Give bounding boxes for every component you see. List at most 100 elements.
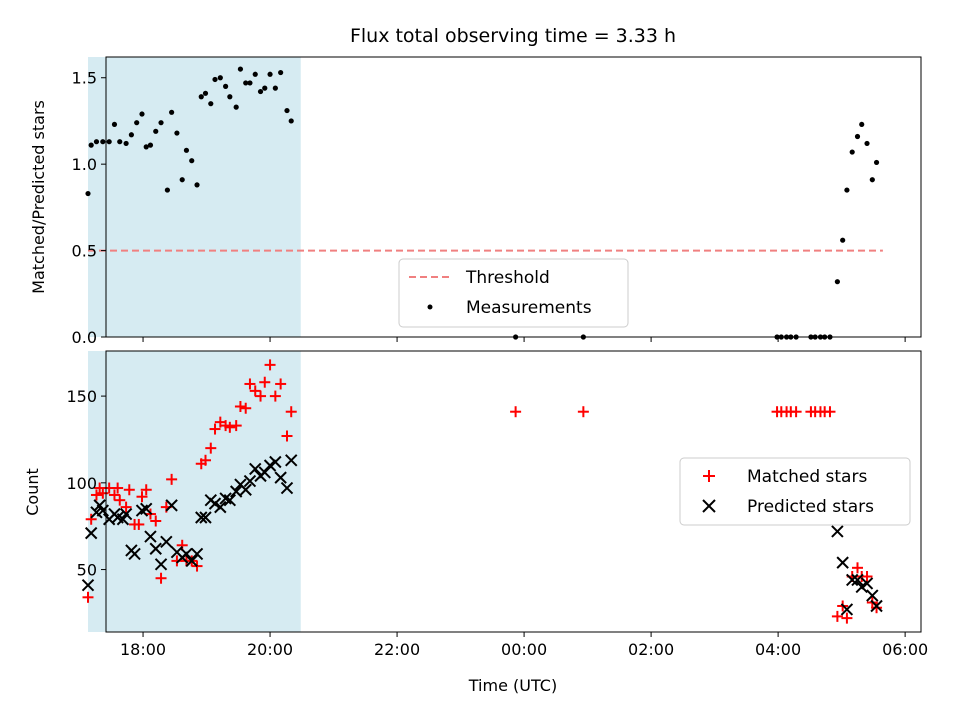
matched-star-point [790, 406, 802, 418]
measurement-point [128, 132, 135, 138]
measurement-point [111, 121, 118, 128]
legend-predicted-label: Predicted stars [747, 497, 874, 517]
matched-star-point [224, 421, 236, 433]
measurement-point [840, 237, 846, 243]
predicted-star-point [190, 547, 204, 561]
matched-star-point [155, 572, 167, 584]
matched-star-point [510, 406, 522, 418]
top-legend-box [398, 258, 629, 328]
predicted-star-point [249, 462, 262, 476]
predicted-star-point [185, 554, 198, 568]
predicted-star-point [81, 578, 95, 592]
bottom-legend-box [679, 457, 911, 526]
matched-star-point [234, 401, 246, 413]
measurement-point [243, 80, 249, 86]
matched-star-point [205, 442, 217, 454]
predicted-star-point [845, 573, 859, 587]
predicted-star-point [239, 483, 252, 496]
predicted-star-point [84, 526, 98, 540]
x-tick-label: 04:00 [755, 640, 801, 659]
predicted-star-point [258, 466, 271, 479]
matched-star-point [209, 423, 221, 435]
x-tick-label: 06:00 [882, 640, 928, 659]
y-tick-label: 0.0 [72, 328, 97, 347]
measurement-point [834, 279, 840, 285]
matched-star-point [255, 390, 267, 402]
predicted-star-point [831, 525, 844, 538]
predicted-star-point [149, 542, 162, 555]
y-tick-label: 150 [66, 387, 97, 406]
top-highlight-span [88, 57, 301, 337]
measurement-point [237, 66, 244, 72]
measurement-point [143, 144, 149, 150]
predicted-star-point [851, 573, 864, 587]
measurement-point [223, 83, 229, 89]
measurement-point [158, 120, 164, 126]
bottom-matched-points [82, 359, 883, 624]
predicted-star-point [154, 558, 168, 571]
matched-star-point [171, 555, 183, 567]
matched-star-point [275, 378, 287, 390]
bottom-y-axis-label: Count [23, 468, 42, 516]
measurement-point [859, 121, 865, 128]
predicted-star-point [144, 530, 157, 543]
bottom-highlight-span [88, 351, 301, 632]
predicted-star-point [269, 455, 282, 469]
predicted-star-point [140, 502, 153, 516]
bottom-legend: Matched stars Predicted stars [679, 457, 911, 526]
measurement-point [262, 85, 268, 91]
measurement-point [179, 177, 185, 183]
measurement-point [139, 111, 145, 117]
x-tick-label: 18:00 [120, 640, 166, 659]
predicted-star-point [199, 511, 212, 524]
measurement-point [854, 133, 861, 140]
matched-star-point [114, 494, 126, 506]
predicted-star-point [165, 499, 178, 512]
predicted-star-point [223, 493, 237, 507]
predicted-star-point [180, 547, 193, 561]
top-y-ticks: 0.0 0.5 1.0 1.5 [72, 69, 106, 347]
measurement-point [88, 142, 94, 148]
predicted-star-point [274, 471, 287, 484]
matched-star-point [841, 612, 853, 624]
measurement-point [278, 69, 284, 76]
matched-star-point [199, 454, 211, 466]
y-tick-label: 50 [77, 561, 97, 580]
predicted-star-point [195, 511, 208, 524]
matched-star-point [264, 359, 276, 371]
predicted-star-point [860, 577, 874, 590]
predicted-star-point [870, 599, 883, 613]
predicted-star-point [280, 481, 294, 495]
matched-star-point [851, 562, 863, 574]
measurement-point [864, 140, 870, 147]
matched-star-point [240, 402, 252, 414]
matched-star-point [150, 515, 162, 527]
measurement-point [183, 147, 190, 153]
matched-star-point [269, 390, 281, 402]
matched-star-point [136, 491, 148, 503]
measurement-point [153, 128, 159, 134]
measurement-point [117, 139, 123, 145]
predicted-star-point [208, 497, 222, 510]
measurement-point [208, 101, 214, 107]
x-tick-label: 20:00 [247, 640, 293, 659]
legend-threshold-label: Threshold [465, 268, 550, 288]
measurement-point [164, 187, 170, 193]
measurement-point [100, 139, 106, 145]
measurement-point [189, 158, 195, 164]
matched-star-point [82, 591, 94, 603]
matched-star-point [166, 473, 178, 485]
matched-star-point [824, 406, 836, 418]
predicted-star-point [229, 485, 243, 498]
matched-star-point [112, 482, 124, 494]
measurement-point [288, 118, 294, 124]
legend-measurements-label: Measurements [466, 298, 592, 318]
bottom-y-ticks: 50 100 150 [66, 387, 106, 580]
measurement-point [257, 88, 264, 95]
matched-star-point [249, 385, 261, 397]
legend-matched-label: Matched stars [747, 467, 867, 487]
y-tick-label: 1.0 [72, 155, 97, 174]
measurement-point [174, 130, 180, 136]
matched-star-point [108, 489, 120, 501]
